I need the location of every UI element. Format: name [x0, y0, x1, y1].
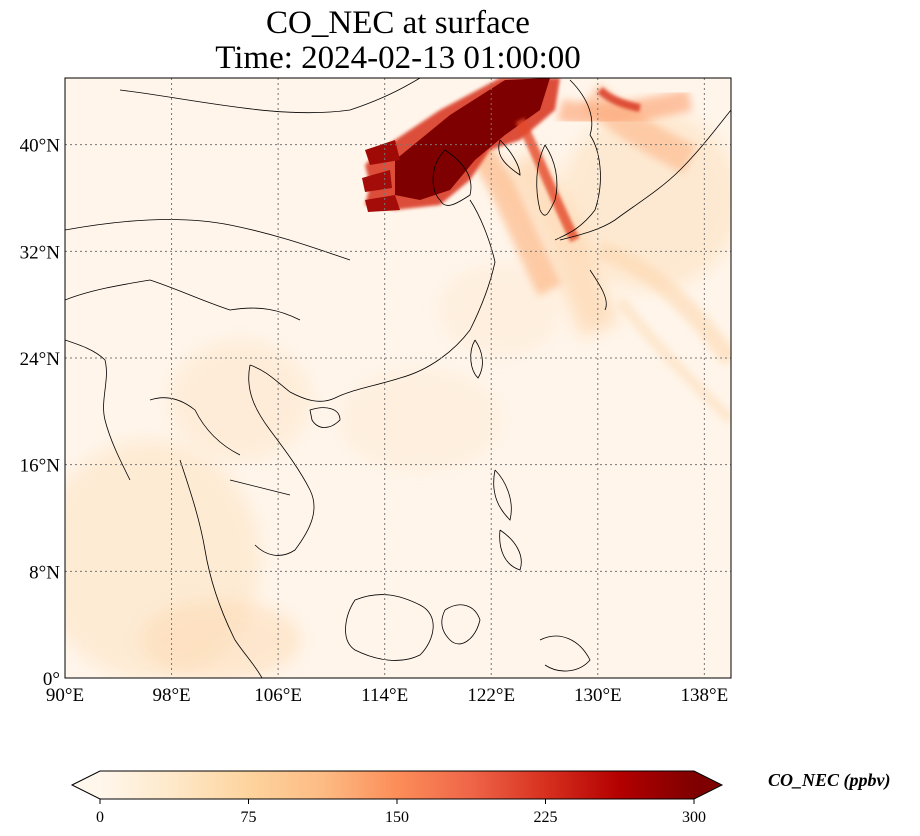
- lat-tick-label: 40°N: [20, 136, 61, 157]
- colorbar-min-extend: [72, 771, 100, 799]
- lon-tick-labels: 90°E 98°E 106°E 114°E 122°E 130°E 138°E: [46, 685, 728, 706]
- colorbar: 0 75 150 225 300: [70, 770, 724, 826]
- colorbar-title: CO_NEC (ppbv): [768, 770, 891, 790]
- lat-tick-label: 32°N: [20, 242, 61, 263]
- colorbar-ticks: 0 75 150 225 300: [96, 799, 706, 826]
- lon-tick-label: 106°E: [254, 685, 302, 706]
- colorbar-tick-label: 225: [534, 809, 558, 826]
- lat-tick-label: 24°N: [20, 349, 61, 370]
- lat-tick-labels: 0° 8°N 16°N 24°N 32°N 40°N: [20, 136, 61, 690]
- map-title: CO_NEC at surface: [266, 5, 530, 41]
- lon-tick-label: 122°E: [467, 685, 515, 706]
- lat-tick-label: 0°: [43, 669, 60, 690]
- colorbar-tick-label: 150: [385, 809, 409, 826]
- map-frame: [64, 77, 732, 679]
- gridlines: [65, 78, 731, 678]
- colorbar-tick-label: 75: [241, 809, 257, 826]
- lat-tick-label: 8°N: [29, 562, 60, 583]
- plume-layer: [65, 78, 731, 678]
- lon-tick-label: 114°E: [361, 685, 408, 706]
- colorbar-max-extend: [694, 771, 722, 799]
- colorbar-gradient: [100, 771, 694, 799]
- lon-tick-label: 138°E: [681, 685, 729, 706]
- colorbar-tick-label: 0: [96, 809, 104, 826]
- lat-tick-label: 16°N: [20, 456, 61, 477]
- colorbar-tick-label: 300: [682, 809, 706, 826]
- coastlines: [65, 78, 731, 678]
- lon-tick-label: 90°E: [46, 685, 84, 706]
- lon-tick-label: 98°E: [152, 685, 190, 706]
- map-subtitle: Time: 2024-02-13 01:00:00: [215, 40, 581, 76]
- lon-tick-label: 130°E: [574, 685, 622, 706]
